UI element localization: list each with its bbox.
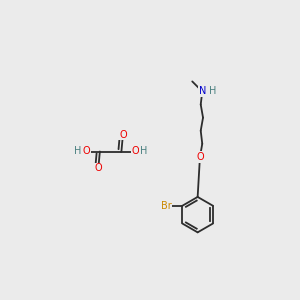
Text: N: N [199, 86, 206, 96]
Text: H: H [140, 146, 147, 157]
Text: O: O [94, 164, 102, 173]
Text: Br: Br [161, 201, 172, 211]
Text: H: H [209, 86, 217, 96]
Text: O: O [131, 146, 139, 157]
Text: O: O [82, 146, 90, 157]
Text: H: H [74, 146, 81, 157]
Text: O: O [119, 130, 127, 140]
Text: O: O [196, 152, 204, 162]
